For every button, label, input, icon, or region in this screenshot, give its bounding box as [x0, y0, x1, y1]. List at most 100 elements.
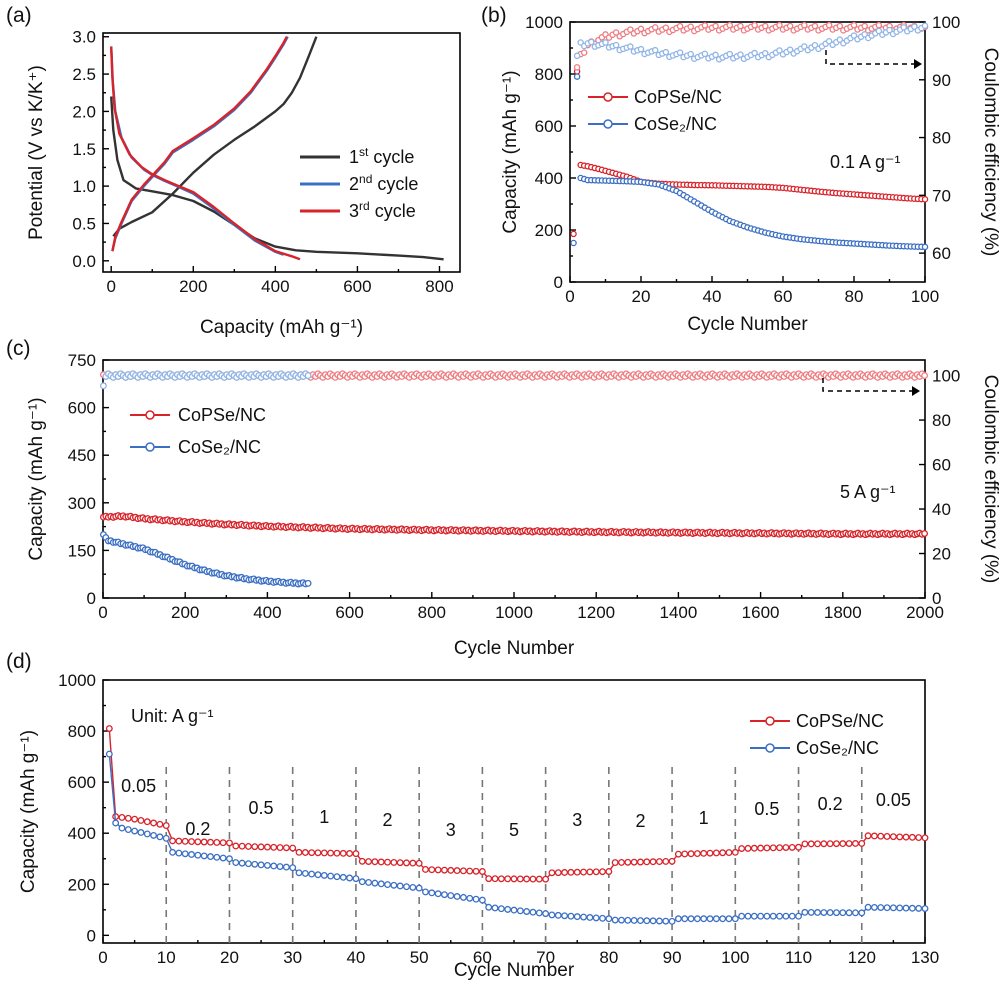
x-tick-label: 0	[565, 287, 574, 306]
data-point	[592, 868, 600, 876]
data-point	[573, 913, 581, 921]
data-point	[700, 849, 708, 857]
data-point	[567, 868, 575, 876]
data-point	[491, 875, 499, 883]
x-tick-label: 80	[599, 948, 618, 967]
y-tick-label: 3.0	[72, 28, 96, 47]
panel-b: (b)0 20 40 60 80 1000200400600800100060708090…	[481, 4, 1000, 335]
data-point	[371, 858, 379, 866]
x-tick-label: 200	[171, 603, 199, 622]
data-point	[188, 838, 195, 845]
data-point	[921, 372, 929, 380]
data-point	[580, 868, 588, 876]
data-point	[403, 883, 410, 891]
data-point	[143, 818, 151, 826]
data-point	[612, 29, 620, 36]
data-point	[877, 832, 885, 840]
data-point	[175, 849, 183, 857]
data-point	[466, 894, 474, 902]
data-point	[877, 904, 885, 911]
y2-tick-label: 100	[932, 13, 960, 32]
y-tick-label: 600	[535, 117, 563, 136]
data-point	[554, 869, 562, 877]
data-point	[915, 834, 923, 842]
data-point	[561, 869, 569, 876]
data-point	[304, 579, 312, 587]
data-point	[744, 844, 752, 852]
data-point	[384, 881, 391, 889]
x-tick-label: 1600	[742, 603, 780, 622]
x-tick-label: 90	[663, 948, 682, 967]
data-point	[662, 48, 670, 56]
data-point	[845, 909, 853, 917]
y2-tick-label: 0	[932, 589, 941, 608]
x-tick-label: 1800	[824, 603, 862, 622]
data-point	[655, 858, 663, 866]
legend-marker	[603, 92, 613, 102]
data-point	[908, 904, 916, 912]
y-axis-title: Capacity (mAh g⁻¹)	[18, 730, 39, 893]
x-axis-title: Cycle Number	[687, 314, 808, 335]
legend-label: CoPSe/NC	[634, 87, 722, 107]
data-point	[124, 814, 132, 822]
data-point	[238, 859, 246, 867]
data-point	[662, 857, 670, 865]
legend-label: CoSe₂/NC	[178, 437, 261, 457]
data-point	[719, 849, 727, 857]
data-point	[649, 917, 657, 925]
data-point	[627, 26, 634, 33]
data-point	[409, 883, 417, 891]
panel-label-c: (c)	[6, 337, 31, 360]
x-tick-label: 80	[845, 287, 864, 306]
data-point	[706, 849, 714, 857]
data-point	[900, 24, 907, 31]
data-point	[833, 909, 840, 917]
data-point	[516, 875, 524, 883]
data-point	[889, 833, 897, 841]
data-point	[232, 842, 240, 850]
data-point	[836, 22, 844, 30]
data-point	[737, 51, 744, 58]
series-0	[105, 725, 929, 883]
data-point	[712, 849, 720, 857]
data-point	[118, 824, 126, 832]
legend: 1st cycle 2nd cycle 3rd cycle	[300, 145, 418, 221]
data-point	[693, 915, 701, 923]
data-point	[826, 909, 834, 917]
data-point	[889, 904, 897, 912]
data-point	[365, 858, 373, 865]
series-1	[99, 531, 312, 588]
legend: CoPSe/NC CoSe₂/NC	[750, 711, 884, 758]
data-point	[219, 854, 227, 862]
y-tick-label: 800	[535, 65, 563, 84]
data-point	[701, 50, 709, 58]
data-point	[668, 857, 676, 865]
y2-tick-label: 70	[932, 186, 951, 205]
right-axis-arrow	[825, 50, 914, 65]
data-point	[491, 904, 499, 912]
x-tick-label: 0	[98, 603, 107, 622]
data-point	[390, 881, 398, 889]
data-point	[384, 858, 391, 866]
data-point	[497, 905, 505, 913]
data-point	[750, 912, 758, 920]
data-point	[251, 860, 259, 868]
data-point	[485, 903, 493, 911]
series-3	[99, 370, 312, 390]
data-point	[676, 22, 684, 30]
data-point	[510, 906, 518, 914]
y-tick-label: 0.0	[72, 252, 96, 271]
data-point	[352, 850, 360, 858]
data-point	[726, 21, 734, 29]
legend-marker	[603, 119, 613, 129]
data-point	[150, 831, 158, 839]
rate-label: 0.2	[185, 819, 210, 839]
data-point	[712, 915, 720, 923]
data-point	[921, 530, 929, 537]
legend-label: 2nd cycle	[349, 172, 418, 194]
data-point	[567, 912, 575, 920]
data-point	[207, 838, 214, 846]
data-point	[618, 858, 625, 866]
data-point	[472, 895, 480, 903]
